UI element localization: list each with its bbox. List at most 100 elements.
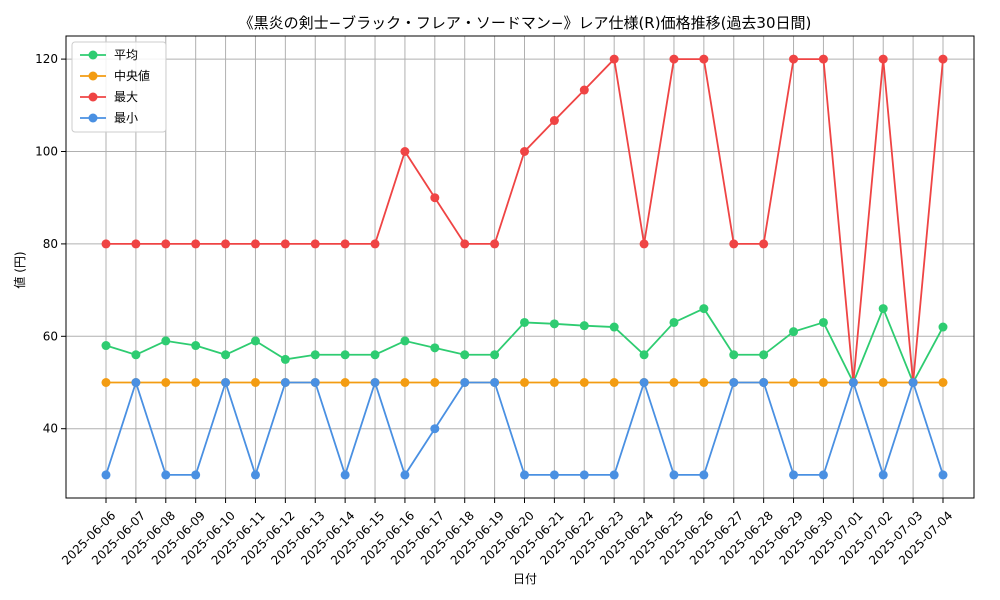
data-point: [609, 470, 619, 480]
legend-label: 平均: [114, 48, 138, 62]
data-point: [490, 239, 500, 249]
data-point: [131, 350, 141, 360]
data-point: [609, 378, 619, 387]
data-point: [101, 378, 111, 387]
data-point: [609, 54, 619, 64]
data-point: [101, 239, 111, 249]
data-point: [430, 424, 440, 434]
data-point: [938, 378, 948, 387]
series-0: [101, 304, 948, 387]
legend-marker: [88, 50, 98, 60]
legend-label: 最大: [114, 90, 138, 104]
data-point: [221, 239, 231, 249]
data-point: [699, 304, 709, 314]
legend-marker: [88, 92, 98, 102]
data-point: [759, 378, 769, 387]
data-point: [549, 319, 559, 329]
data-point: [579, 378, 589, 387]
data-point: [579, 470, 589, 480]
data-point: [101, 341, 111, 351]
data-point: [370, 239, 380, 249]
data-point: [729, 239, 739, 249]
data-point: [191, 341, 201, 351]
data-point: [280, 354, 290, 364]
series-2: [101, 54, 948, 387]
data-point: [938, 322, 948, 332]
data-point: [520, 378, 529, 387]
data-point: [669, 470, 679, 480]
data-point: [938, 470, 948, 480]
data-point: [430, 193, 440, 203]
legend-box: [71, 41, 167, 133]
data-point: [579, 321, 589, 331]
data-point: [460, 239, 470, 249]
series-3: [101, 378, 948, 480]
data-point: [818, 378, 828, 387]
legend-marker: [88, 113, 98, 123]
data-point: [789, 54, 799, 64]
data-point: [161, 239, 171, 249]
data-point: [280, 378, 290, 387]
legend-marker: [88, 71, 98, 81]
data-point: [520, 147, 529, 156]
data-point: [878, 378, 888, 387]
data-point: [549, 378, 559, 387]
y-axis: 40 60 80 100 120: [35, 52, 66, 436]
data-point: [669, 317, 679, 327]
data-point: [699, 378, 709, 387]
data-point: [370, 378, 380, 387]
data-point: [340, 470, 350, 480]
data-point: [101, 470, 111, 480]
y-tick-label: 80: [43, 237, 58, 251]
data-point: [759, 239, 769, 249]
data-point: [310, 239, 320, 249]
data-point: [400, 470, 410, 480]
data-point: [191, 239, 201, 249]
data-point: [221, 350, 231, 360]
data-point: [908, 378, 918, 387]
data-point: [818, 470, 828, 480]
y-tick-label: 100: [35, 145, 58, 159]
data-point: [789, 378, 799, 387]
data-point: [729, 350, 739, 360]
data-point: [759, 350, 769, 360]
data-point: [250, 239, 260, 249]
data-point: [460, 350, 470, 360]
data-point: [340, 239, 350, 249]
data-point: [370, 350, 380, 360]
data-point: [878, 54, 888, 64]
data-point: [131, 239, 141, 249]
data-point: [340, 378, 350, 387]
data-point: [280, 239, 290, 249]
data-point: [310, 378, 320, 387]
data-point: [250, 378, 260, 387]
data-point: [131, 378, 141, 387]
chart-title: 《黒炎の剣士−ブラック・フレア・ソードマン−》レア仕様(R)価格推移(過去30日…: [239, 14, 812, 32]
data-point: [250, 470, 260, 480]
data-point: [549, 116, 559, 126]
data-point: [789, 327, 799, 337]
data-point: [161, 470, 171, 480]
data-point: [310, 350, 320, 360]
data-point: [400, 147, 410, 156]
legend-item: 平均: [80, 48, 138, 62]
data-point: [669, 378, 679, 387]
data-point: [878, 304, 888, 314]
data-point: [490, 378, 500, 387]
data-point: [789, 470, 799, 480]
data-point: [878, 470, 888, 480]
series-layer: [101, 54, 948, 480]
data-point: [430, 378, 440, 387]
data-point: [191, 378, 201, 387]
data-point: [609, 322, 619, 332]
data-point: [818, 54, 828, 64]
data-point: [729, 378, 739, 387]
y-tick-label: 40: [43, 422, 58, 436]
legend-item: 最大: [80, 90, 138, 104]
data-point: [549, 470, 559, 480]
legend-item: 中央値: [80, 68, 150, 83]
plot-frame: [65, 35, 975, 499]
data-point: [460, 378, 470, 387]
